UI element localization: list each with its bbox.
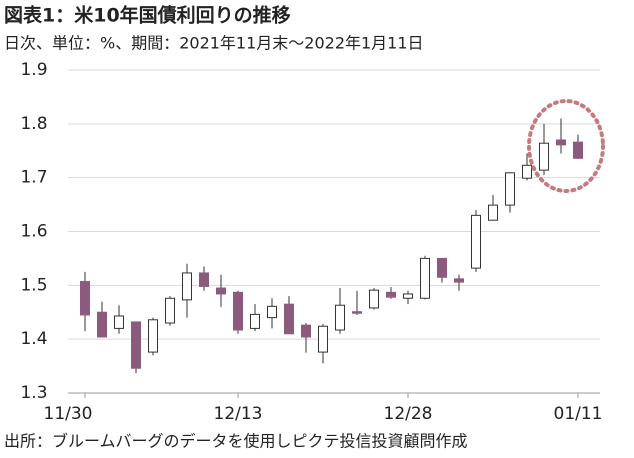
- y-tick-label: 1.9: [20, 60, 47, 80]
- candle-body: [369, 289, 379, 309]
- y-tick-label: 1.8: [20, 114, 47, 134]
- chart-title: 図表1：米10年国債利回りの推移: [4, 4, 291, 27]
- candle-body: [80, 281, 90, 316]
- candle-body: [216, 287, 226, 295]
- candle-body: [97, 311, 107, 338]
- y-tick-label: 1.7: [20, 168, 47, 188]
- highlight-circle: [527, 99, 605, 193]
- candle-body: [437, 257, 447, 278]
- candle-body: [318, 325, 328, 353]
- candle-body: [199, 272, 209, 287]
- candle-body: [301, 324, 311, 338]
- candle-body: [131, 321, 141, 369]
- candle-body: [352, 311, 362, 314]
- source-note: 出所：ブルームバーグのデータを使用しピクテ投信投資顧問作成: [4, 432, 468, 451]
- y-tick-label: 1.5: [20, 275, 47, 295]
- x-tick-label: 12/28: [384, 404, 433, 424]
- candle-body: [182, 272, 192, 301]
- candle-body: [284, 303, 294, 335]
- x-tick-label: 01/11: [554, 404, 603, 424]
- candle-body: [420, 257, 430, 299]
- chart-subtitle: 日次、単位：%、期間：2021年11月末～2022年1月11日: [4, 34, 424, 53]
- candle-body: [233, 291, 243, 331]
- candle-body: [335, 304, 345, 331]
- y-tick-label: 1.3: [20, 383, 47, 403]
- candle-body: [165, 297, 175, 324]
- candle-body: [148, 319, 158, 353]
- candle-body: [386, 291, 396, 298]
- candle-body: [573, 141, 583, 159]
- candle-body: [250, 313, 260, 329]
- x-tick-label: 12/13: [214, 404, 263, 424]
- candle-body: [267, 305, 277, 319]
- candle-body: [114, 315, 124, 329]
- y-tick-label: 1.4: [20, 329, 47, 349]
- candle-body: [488, 204, 498, 221]
- candle-body: [522, 164, 532, 179]
- candle-body: [556, 139, 566, 146]
- x-tick-label: 11/30: [44, 404, 93, 424]
- y-tick-label: 1.6: [20, 222, 47, 242]
- candle-body: [471, 214, 481, 269]
- candle-body: [539, 142, 549, 171]
- candle-body: [505, 172, 515, 206]
- candle-body: [403, 293, 413, 299]
- candle-body: [454, 278, 464, 283]
